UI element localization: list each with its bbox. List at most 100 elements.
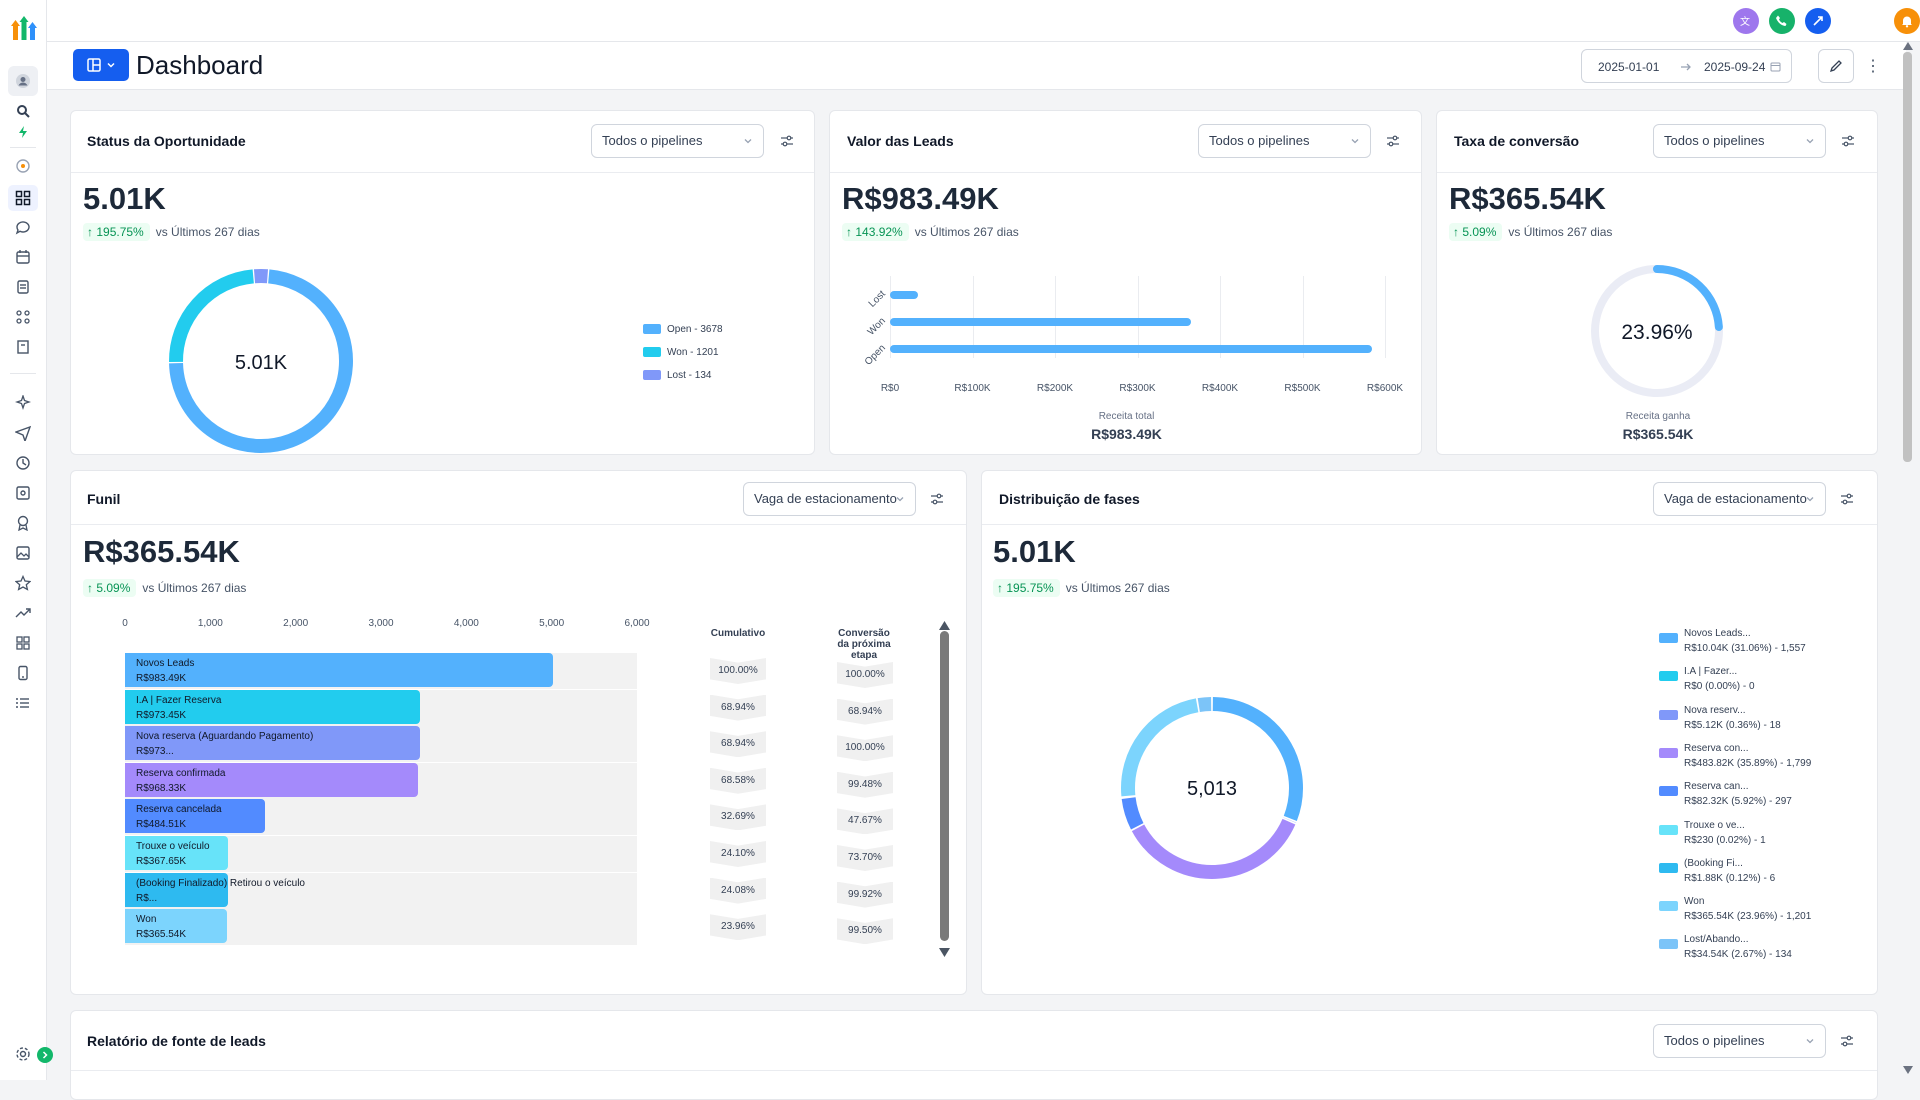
page-scrollbar-thumb[interactable]	[1903, 52, 1912, 462]
bar-lost[interactable]	[890, 291, 918, 299]
legend-item[interactable]: Nova reserv...R$5.12K (0.36%) - 18	[1684, 703, 1781, 733]
next-conversion-cell: 68.94%	[837, 699, 893, 725]
select-value: Todos o pipelines	[602, 133, 702, 148]
donut-segment-1[interactable]	[176, 276, 253, 362]
legend-item[interactable]: Lost - 134	[643, 370, 711, 381]
automation-icon[interactable]	[12, 452, 34, 474]
bolt-icon[interactable]	[12, 121, 34, 143]
legend-item[interactable]: Reserva con...R$483.82K (35.89%) - 1,799	[1684, 741, 1811, 771]
metric-value: R$365.54K	[83, 534, 240, 570]
bell-icon[interactable]	[1894, 8, 1920, 34]
stage-name: (Booking Finalizado) Retirou o veículo	[136, 876, 228, 891]
date-range-picker[interactable]: 2025-01-01 2025-09-24	[1581, 49, 1792, 83]
conversations-icon[interactable]	[12, 216, 34, 238]
card-header: Relatório de fonte de leads Todos o pipe…	[71, 1011, 1877, 1071]
layout-icon	[86, 57, 102, 73]
legend-detail: R$0 (0.00%) - 0	[1684, 679, 1755, 694]
legend-swatch	[643, 370, 661, 380]
donut-segment-3[interactable]	[1138, 822, 1289, 872]
reporting-trend-icon[interactable]	[12, 602, 34, 624]
pipeline-select[interactable]: Vaga de estacionamento	[743, 482, 916, 516]
legend-item[interactable]: Open - 3678	[643, 324, 723, 335]
scroll-thumb[interactable]	[940, 631, 949, 941]
reputation-star-icon[interactable]	[12, 572, 34, 594]
scroll-down-icon[interactable]	[939, 948, 950, 957]
scroll-up-icon[interactable]	[939, 621, 950, 630]
legend-swatch	[1659, 633, 1678, 643]
calendar-icon[interactable]	[12, 246, 34, 268]
media-icon[interactable]	[12, 542, 34, 564]
legend-item[interactable]: Lost/Abando...R$34.54K (2.67%) - 134	[1684, 932, 1792, 962]
account-switcher[interactable]	[8, 66, 38, 96]
bar-open[interactable]	[890, 345, 1372, 353]
app-logo-icon[interactable]	[10, 14, 38, 42]
settings-gear-icon[interactable]	[12, 1043, 34, 1065]
expand-sidebar-button[interactable]	[37, 1047, 53, 1063]
y-tick-label: Open	[856, 343, 888, 375]
mobile-app-icon[interactable]	[12, 662, 34, 684]
legend-item[interactable]: Novos Leads...R$10.04K (31.06%) - 1,557	[1684, 626, 1806, 656]
page-scroll-down-icon[interactable]	[1903, 1066, 1913, 1074]
filter-icon[interactable]	[928, 490, 946, 508]
legend-label: Won - 1201	[667, 347, 719, 358]
more-options-icon[interactable]: ⋮	[1868, 55, 1878, 77]
page-scroll-up-icon[interactable]	[1903, 42, 1913, 50]
opportunities-icon[interactable]	[12, 306, 34, 328]
app-marketplace-icon[interactable]	[12, 632, 34, 654]
svg-text:文: 文	[1740, 15, 1750, 28]
pipeline-select[interactable]: Todos o pipelines	[1653, 1024, 1826, 1058]
ai-sparkle-icon[interactable]	[12, 392, 34, 414]
legend-item[interactable]: Trouxe o ve...R$230 (0.02%) - 1	[1684, 818, 1766, 848]
x-tick-label: 5,000	[532, 618, 572, 629]
metric-value: R$365.54K	[1449, 181, 1606, 217]
legend-item[interactable]: Won - 1201	[643, 347, 719, 358]
donut-segment-4[interactable]	[1129, 798, 1138, 826]
memberships-icon[interactable]	[12, 512, 34, 534]
contacts-icon[interactable]	[12, 276, 34, 298]
x-tick-label: R$0	[870, 383, 910, 394]
donut-segment-8[interactable]	[1199, 704, 1211, 705]
card-header: Valor das Leads Todos o pipelines	[830, 111, 1421, 173]
sites-icon[interactable]	[12, 482, 34, 504]
share-icon[interactable]	[1805, 8, 1831, 34]
dashboard-icon[interactable]	[8, 185, 38, 211]
task-list-icon[interactable]	[12, 692, 34, 714]
legend-item[interactable]: Reserva can...R$82.32K (5.92%) - 297	[1684, 779, 1792, 809]
filter-icon[interactable]	[1384, 132, 1402, 150]
bar-won[interactable]	[890, 318, 1191, 326]
top-bar: 文	[47, 0, 1920, 42]
delta-badge: ↑ 143.92%	[842, 223, 909, 241]
filter-icon[interactable]	[1839, 132, 1857, 150]
pipeline-select[interactable]: Todos o pipelines	[1653, 124, 1826, 158]
filter-icon[interactable]	[778, 132, 796, 150]
marketing-icon[interactable]	[12, 422, 34, 444]
funnel-bar[interactable]: Nova reserva (Aguardando Pagamento)R$973…	[125, 726, 420, 760]
payments-icon[interactable]	[12, 336, 34, 358]
search-icon[interactable]	[12, 100, 34, 122]
pipeline-select[interactable]: Vaga de estacionamento	[1653, 482, 1826, 516]
edit-dashboard-button[interactable]	[1818, 49, 1854, 83]
donut-segment-0[interactable]	[1213, 704, 1296, 818]
card-title: Funil	[87, 491, 120, 507]
funnel-scrollbar[interactable]	[939, 617, 950, 957]
translate-icon[interactable]: 文	[1733, 8, 1759, 34]
phone-icon[interactable]	[1769, 8, 1795, 34]
launchpad-icon[interactable]	[12, 155, 34, 177]
pipeline-select[interactable]: Todos o pipelines	[1198, 124, 1371, 158]
filter-icon[interactable]	[1838, 1032, 1856, 1050]
pipeline-select[interactable]: Todos o pipelines	[591, 124, 764, 158]
legend-item[interactable]: (Booking Fi...R$1.88K (0.12%) - 6	[1684, 856, 1775, 886]
legend-swatch	[1659, 710, 1678, 720]
legend-item[interactable]: I.A | Fazer...R$0 (0.00%) - 0	[1684, 664, 1755, 694]
dashboard-switcher-button[interactable]	[73, 49, 129, 81]
filter-icon[interactable]	[1838, 490, 1856, 508]
x-tick-label: 6,000	[617, 618, 657, 629]
